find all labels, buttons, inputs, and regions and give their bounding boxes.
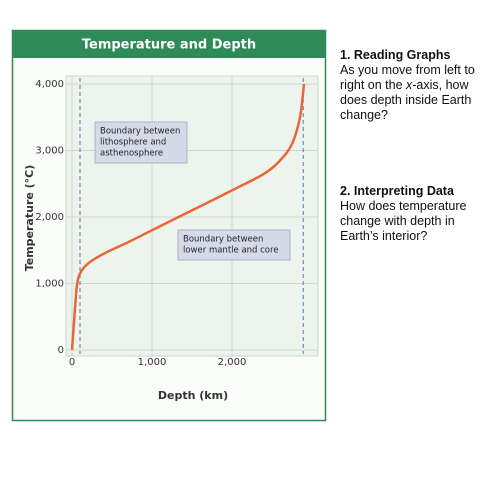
x-tick-label: 2,000 <box>218 357 247 368</box>
annotation-text: Boundary between <box>183 235 263 245</box>
data-line <box>70 83 306 351</box>
y-tick-label: 1,000 <box>35 279 64 290</box>
annotation-text: asthenosphere <box>100 149 163 159</box>
question-heading: 2. Interpreting Data <box>340 184 454 198</box>
question-1: 1. Reading Graphs As you move from left … <box>340 48 476 123</box>
x-tick-label: 0 <box>69 357 75 368</box>
plot-area <box>65 75 319 357</box>
question-body: As you move from left to right on the x-… <box>340 63 476 123</box>
text: -axis, how does depth inside Earth chang… <box>340 78 472 122</box>
chart-title: Temperature and Depth <box>82 38 256 53</box>
title-bar <box>12 30 326 58</box>
annotation-text: Boundary between <box>100 127 180 137</box>
question-2: 2. Interpreting Data How does temperatur… <box>340 184 476 244</box>
y-tick-label: 0 <box>58 345 64 356</box>
text: As you move from left to right on the <box>340 63 475 92</box>
text: x <box>406 78 413 92</box>
y-tick-label: 3,000 <box>35 146 64 157</box>
annotation-box <box>177 229 291 261</box>
y-axis-label: Temperature (°C) <box>23 165 36 272</box>
text: How does temperature change with depth i… <box>340 199 467 243</box>
question-heading: 1. Reading Graphs <box>340 48 451 62</box>
annotation-text: lower mantle and core <box>183 246 279 256</box>
annotation-box <box>94 121 188 164</box>
question-body: How does temperature change with depth i… <box>340 199 476 244</box>
y-tick-label: 2,000 <box>35 212 64 223</box>
x-tick-label: 1,000 <box>138 357 167 368</box>
y-tick-label: 4,000 <box>35 79 64 90</box>
annotation-text: lithosphere and <box>100 138 166 148</box>
x-axis-label: Depth (km) <box>158 389 228 402</box>
